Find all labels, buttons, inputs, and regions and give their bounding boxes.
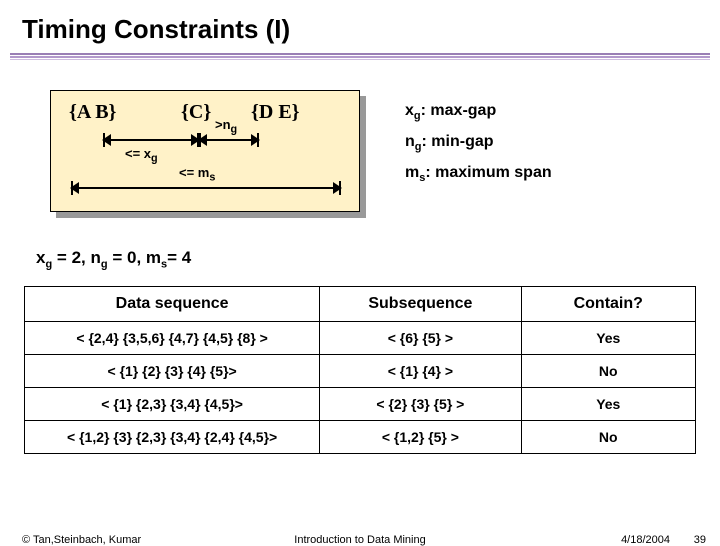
legend-ms: ms: maximum span — [405, 158, 552, 189]
table-cell: No — [521, 355, 695, 388]
ms-arrow: <= ms — [71, 181, 341, 195]
params-line: xg = 2, ng = 0, ms= 4 — [36, 248, 191, 270]
table-cell: Yes — [521, 322, 695, 355]
table-cell: < {1} {2} {3} {4} {5}> — [25, 355, 320, 388]
table-cell: < {1,2} {5} > — [320, 421, 521, 454]
title-underline — [10, 53, 710, 60]
footer-page: 39 — [694, 534, 706, 546]
table-row: < {1} {2} {3} {4} {5}>< {1} {4} >No — [25, 355, 696, 388]
table-cell: < {1,2} {3} {2,3} {3,4} {2,4} {4,5}> — [25, 421, 320, 454]
table-cell: < {2,4} {3,5,6} {4,7} {4,5} {8} > — [25, 322, 320, 355]
table-cell: < {6} {5} > — [320, 322, 521, 355]
table-header-row: Data sequence Subsequence Contain? — [25, 287, 696, 322]
ms-label: <= ms — [179, 165, 215, 184]
page-title: Timing Constraints (I) — [0, 0, 720, 45]
legend-xg: xg: max-gap — [405, 96, 552, 127]
table-row: < {1} {2,3} {3,4} {4,5}>< {2} {3} {5} >Y… — [25, 388, 696, 421]
table-row: < {1,2} {3} {2,3} {3,4} {2,4} {4,5}>< {1… — [25, 421, 696, 454]
legend-ng: ng: min-gap — [405, 127, 552, 158]
table-cell: No — [521, 421, 695, 454]
footer-date: 4/18/2004 — [621, 534, 670, 546]
timing-diagram: {A B} {C} {D E} <= xg >ng — [50, 90, 370, 220]
col-header: Subsequence — [320, 287, 521, 322]
col-header: Contain? — [521, 287, 695, 322]
xg-arrow: <= xg — [103, 133, 199, 147]
table-cell: < {1} {4} > — [320, 355, 521, 388]
ng-label: >ng — [215, 117, 237, 136]
table-cell: Yes — [521, 388, 695, 421]
legend: xg: max-gap ng: min-gap ms: maximum span — [405, 96, 552, 189]
data-table: Data sequence Subsequence Contain? < {2,… — [24, 286, 696, 454]
col-header: Data sequence — [25, 287, 320, 322]
footer-center: Introduction to Data Mining — [0, 534, 720, 546]
ng-arrow: >ng — [199, 133, 259, 147]
table-row: < {2,4} {3,5,6} {4,7} {4,5} {8} >< {6} {… — [25, 322, 696, 355]
xg-label: <= xg — [125, 146, 158, 165]
set-c: {C} — [181, 101, 211, 124]
set-ab: {A B} — [69, 101, 116, 124]
set-de: {D E} — [251, 101, 300, 124]
table-cell: < {2} {3} {5} > — [320, 388, 521, 421]
table-cell: < {1} {2,3} {3,4} {4,5}> — [25, 388, 320, 421]
